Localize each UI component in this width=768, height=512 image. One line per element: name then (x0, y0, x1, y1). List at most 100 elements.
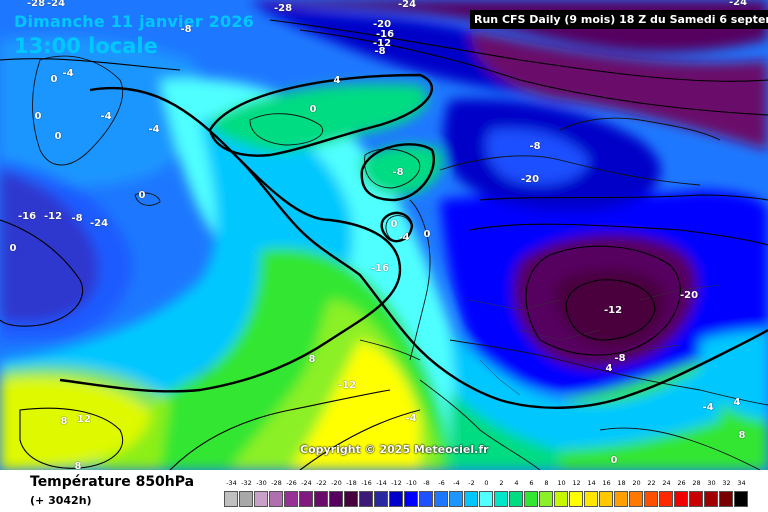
contour-label: 0 (610, 455, 618, 466)
legend-tick-label: -6 (438, 479, 445, 487)
contour-label: -28 (26, 0, 46, 9)
legend-color-swatch (704, 491, 718, 507)
legend-tick-label: 2 (499, 479, 504, 487)
legend-tick-label: 14 (587, 479, 596, 487)
legend-tick-label: 32 (722, 479, 731, 487)
legend-tick-label: -8 (423, 479, 430, 487)
contour-label: 4 (333, 75, 341, 86)
contour-label: -24 (728, 0, 748, 8)
legend-color-swatch (374, 491, 388, 507)
legend-tick-label: -22 (316, 479, 327, 487)
contour-label: 8 (60, 416, 68, 427)
legend-tick-label: 16 (602, 479, 611, 487)
legend-tick-label: -24 (301, 479, 312, 487)
legend-color-swatch (554, 491, 568, 507)
legend-color-swatch (224, 491, 238, 507)
model-run-info: Run CFS Daily (9 mois) 18 Z du Samedi 6 … (470, 10, 768, 29)
legend-color-swatch (449, 491, 463, 507)
contour-label: 0 (50, 74, 58, 85)
legend-color-swatch (689, 491, 703, 507)
legend-tick-label: -10 (406, 479, 417, 487)
legend-color-swatch (599, 491, 613, 507)
contour-label: 8 (308, 354, 316, 365)
contour-label: 0 (138, 190, 146, 201)
legend-tick-label: -14 (376, 479, 387, 487)
contour-label: -16 (370, 263, 390, 274)
contour-label: -12 (603, 305, 623, 316)
legend-color-swatch (524, 491, 538, 507)
contour-label: 0 (9, 243, 17, 254)
contour-label: -16 (375, 29, 395, 40)
legend-color-swatch (674, 491, 688, 507)
legend-color-swatch (434, 491, 448, 507)
legend-tick-label: -30 (256, 479, 267, 487)
legend-color-swatch (269, 491, 283, 507)
legend-color-swatch (479, 491, 493, 507)
legend-tick-label: -4 (453, 479, 460, 487)
contour-label: -12 (43, 211, 63, 222)
parameter-title: Température 850hPa (30, 474, 195, 490)
contour-label: 4 (733, 397, 741, 408)
legend-tick-label: 24 (662, 479, 671, 487)
contour-label: 0 (423, 229, 431, 240)
legend-color-swatch (539, 491, 553, 507)
legend-tick-label: 22 (647, 479, 656, 487)
contour-label: -20 (679, 290, 699, 301)
contour-label: -24 (397, 0, 417, 10)
legend-color-swatch (404, 491, 418, 507)
legend-color-swatch (254, 491, 268, 507)
legend-color-swatch (494, 491, 508, 507)
legend-tick-label: -18 (346, 479, 357, 487)
legend-color-swatch (629, 491, 643, 507)
contour-label: 0 (309, 104, 317, 115)
legend-tick-label: 34 (737, 479, 746, 487)
legend-color-swatch (659, 491, 673, 507)
contour-label: 8 (74, 461, 82, 472)
contour-label: -4 (62, 68, 74, 79)
legend-color-swatch (419, 491, 433, 507)
legend-color-swatch (464, 491, 478, 507)
contour-label: 4 (605, 363, 613, 374)
legend-tick-label: 20 (632, 479, 641, 487)
contour-label: -8 (374, 46, 386, 57)
legend-color-swatch (239, 491, 253, 507)
legend-tick-label: 18 (617, 479, 626, 487)
legend-tick-label: -32 (241, 479, 252, 487)
forecast-date: Dimanche 11 janvier 2026 (14, 12, 254, 31)
legend-tick-label: -16 (361, 479, 372, 487)
forecast-lead-time: (+ 3042h) (30, 494, 92, 507)
contour-label: -8 (71, 213, 83, 224)
legend-tick-label: -28 (271, 479, 282, 487)
legend-color-swatch (359, 491, 373, 507)
contour-label: -8 (392, 167, 404, 178)
legend-tick-label: 6 (529, 479, 534, 487)
contour-label: -24 (46, 0, 66, 9)
legend-color-swatch (314, 491, 328, 507)
contour-label: 0 (34, 111, 42, 122)
legend-tick-label: -34 (226, 479, 237, 487)
legend-tick-label: 4 (514, 479, 519, 487)
legend-color-swatch (284, 491, 298, 507)
legend-tick-label: 8 (544, 479, 549, 487)
contour-label: -12 (372, 38, 392, 49)
legend-tick-label: 28 (692, 479, 701, 487)
legend-color-swatch (329, 491, 343, 507)
contour-label: -4 (148, 124, 160, 135)
legend-color-swatch (389, 491, 403, 507)
contour-label: -20 (372, 19, 392, 30)
legend-color-swatch (299, 491, 313, 507)
legend-tick-label: -12 (391, 479, 402, 487)
legend-tick-label: 26 (677, 479, 686, 487)
legend-color-swatch (569, 491, 583, 507)
legend-tick-label: -20 (331, 479, 342, 487)
legend-color-swatch (584, 491, 598, 507)
contour-label: -8 (180, 24, 192, 35)
contour-label: 12 (77, 414, 91, 425)
contour-label: -28 (273, 3, 293, 14)
contour-label: -16 (17, 211, 37, 222)
contour-label: 0 (54, 131, 62, 142)
contour-label: 8 (738, 430, 746, 441)
contour-label: -4 (398, 232, 410, 243)
legend-color-swatch (344, 491, 358, 507)
